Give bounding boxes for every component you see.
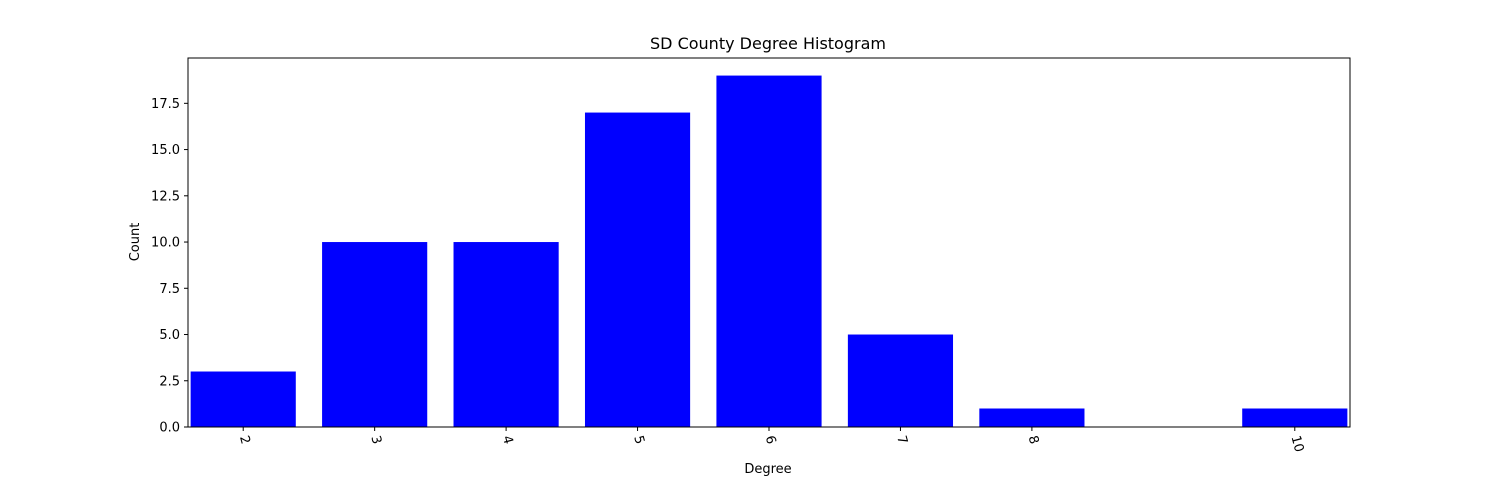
y-tick-label: 0.0 (159, 421, 180, 436)
x-tick-label: 10 (1288, 434, 1307, 454)
x-tick-label: 2 (236, 434, 253, 446)
bar-degree-4 (453, 242, 559, 427)
bar-degree-7 (847, 334, 954, 427)
x-axis: 2 3 4 5 6 7 8 10 (236, 427, 1306, 454)
x-tick-label: 3 (367, 434, 384, 446)
y-tick-label: 7.5 (159, 282, 180, 297)
y-tick-label: 17.5 (151, 97, 180, 112)
x-tick-label: 6 (762, 434, 779, 446)
bars-group (190, 75, 1348, 427)
x-tick-label: 4 (499, 434, 516, 446)
x-tick-label: 7 (893, 434, 910, 446)
y-tick-label: 5.0 (159, 328, 180, 343)
bar-degree-6 (716, 75, 822, 427)
x-tick-label: 8 (1025, 434, 1042, 446)
y-axis: 0.0 2.5 5.0 7.5 10.0 12.5 15.0 17.5 (151, 97, 188, 436)
x-axis-label: Degree (744, 462, 791, 477)
bar-degree-8 (979, 408, 1085, 427)
chart-title: SD County Degree Histogram (650, 34, 886, 53)
bar-degree-10 (1242, 408, 1348, 427)
bar-degree-3 (322, 242, 428, 427)
bar-degree-2 (190, 371, 296, 427)
y-tick-label: 10.0 (151, 236, 180, 251)
y-tick-label: 2.5 (159, 374, 180, 389)
bar-degree-5 (584, 112, 691, 427)
y-tick-label: 12.5 (151, 189, 180, 204)
y-axis-label: Count (128, 223, 143, 262)
x-tick-label: 5 (630, 434, 647, 446)
y-tick-label: 15.0 (151, 143, 180, 158)
